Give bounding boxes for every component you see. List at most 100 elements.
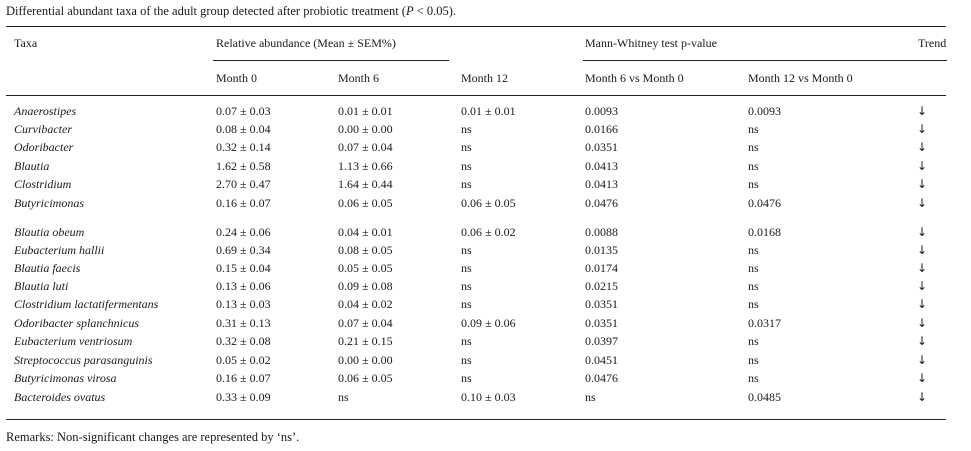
pvalue-12-vs-0-cell: ns [748,353,759,367]
top-rule [6,26,946,28]
pvalue-12-vs-0-cell: ns [748,159,759,173]
month-0-cell: 1.62 ± 0.58 [216,159,271,173]
taxa-cell: Anaerostipes [14,104,77,118]
month-12-cell: ns [461,177,472,191]
pvalue-12-vs-0-cell: ns [748,243,759,257]
header-month-0: Month 0 [216,71,258,85]
month-12-cell: ns [461,279,472,293]
trend-down-arrow-icon: ↓ [917,334,928,348]
header-relative-abundance: Relative abundance (Mean ± SEM%) [216,36,396,50]
trend-down-arrow-icon: ↓ [917,353,928,367]
pvalue-6-vs-0-cell: 0.0451 [585,353,618,367]
trend-down-arrow-icon: ↓ [917,371,928,385]
pvalue-6-vs-0-cell: 0.0215 [585,279,618,293]
pvalue-6-vs-0-cell: 0.0166 [585,122,618,136]
month-0-cell: 0.16 ± 0.07 [216,371,271,385]
month-12-cell: 0.01 ± 0.01 [461,104,516,118]
pvalue-6-vs-0-cell: 0.0088 [585,225,618,239]
caption-p-symbol: P [405,4,414,18]
taxa-cell: Blautia luti [14,279,69,293]
month-12-cell: ns [461,334,472,348]
pvalue-6-vs-0-cell: 0.0135 [585,243,618,257]
header-taxa: Taxa [14,36,38,50]
pvalue-12-vs-0-cell: ns [748,297,759,311]
caption-tail: < 0.05). [413,4,457,18]
month-12-cell: ns [461,159,472,173]
pvalue-12-vs-0-cell: 0.0476 [748,196,781,210]
month-0-cell: 0.15 ± 0.04 [216,261,271,275]
month-0-cell: 0.32 ± 0.14 [216,140,271,154]
taxa-cell: Blautia obeum [14,225,85,239]
month-12-cell: 0.09 ± 0.06 [461,316,516,330]
trend-down-arrow-icon: ↓ [917,243,928,257]
header-mann-whitney: Mann-Whitney test p-value [585,36,717,50]
trend-down-arrow-icon: ↓ [917,196,928,210]
header-month-6: Month 6 [338,71,380,85]
pvalue-12-vs-0-cell: ns [748,371,759,385]
month-12-cell: 0.10 ± 0.03 [461,390,516,404]
month-6-cell: 0.01 ± 0.01 [338,104,393,118]
pvalue-6-vs-0-cell: 0.0174 [585,261,618,275]
bottom-rule [6,419,946,421]
taxa-cell: Blautia [14,159,50,173]
pvalue-6-vs-0-cell: 0.0351 [585,297,618,311]
trend-down-arrow-icon: ↓ [917,225,928,239]
trend-down-arrow-icon: ↓ [917,140,928,154]
pvalue-12-vs-0-cell: 0.0485 [748,390,781,404]
trend-down-arrow-icon: ↓ [917,316,928,330]
taxa-cell: Butyricimonas [14,196,84,210]
month-6-cell: 0.00 ± 0.00 [338,353,393,367]
month-6-cell: 0.04 ± 0.01 [338,225,393,239]
month-12-cell: ns [461,353,472,367]
month-0-cell: 0.16 ± 0.07 [216,196,271,210]
month-0-cell: 2.70 ± 0.47 [216,177,271,191]
trend-down-arrow-icon: ↓ [917,297,928,311]
taxa-cell: Streptococcus parasanguinis [14,353,153,367]
pvalue-12-vs-0-cell: ns [748,334,759,348]
month-0-cell: 0.32 ± 0.08 [216,334,271,348]
trend-down-arrow-icon: ↓ [917,122,928,136]
month-0-cell: 0.05 ± 0.02 [216,353,271,367]
month-12-cell: ns [461,243,472,257]
pvalue-6-vs-0-cell: 0.0351 [585,140,618,154]
pvalue-12-vs-0-cell: 0.0168 [748,225,781,239]
taxa-cell: Curvibacter [14,122,72,136]
header-month-6-vs-0: Month 6 vs Month 0 [585,71,684,85]
taxa-cell: Clostridium [14,177,72,191]
month-6-cell: 0.07 ± 0.04 [338,316,393,330]
month-0-cell: 0.33 ± 0.09 [216,390,271,404]
header-rule [6,95,946,96]
month-0-cell: 0.31 ± 0.13 [216,316,271,330]
pvalue-12-vs-0-cell: 0.0093 [748,104,781,118]
month-12-cell: ns [461,297,472,311]
pvalue-12-vs-0-cell: ns [748,122,759,136]
month-6-cell: 0.08 ± 0.05 [338,243,393,257]
month-12-cell: ns [461,122,472,136]
month-12-cell: ns [461,261,472,275]
relative-abundance-rule [213,60,449,61]
month-6-cell: 0.06 ± 0.05 [338,196,393,210]
taxa-cell: Butyricimonas virosa [14,371,117,385]
pvalue-6-vs-0-cell: 0.0476 [585,371,618,385]
taxa-cell: Odoribacter [14,140,74,154]
month-12-cell: 0.06 ± 0.02 [461,225,516,239]
month-0-cell: 0.07 ± 0.03 [216,104,271,118]
taxa-cell: Blautia faecis [14,261,81,275]
pvalue-6-vs-0-cell: 0.0093 [585,104,618,118]
pvalue-12-vs-0-cell: 0.0317 [748,316,781,330]
month-12-cell: 0.06 ± 0.05 [461,196,516,210]
header-trend: Trend [918,36,947,50]
month-6-cell: 0.04 ± 0.02 [338,297,393,311]
month-12-cell: ns [461,140,472,154]
month-6-cell: 0.05 ± 0.05 [338,261,393,275]
pvalue-12-vs-0-cell: ns [748,261,759,275]
month-0-cell: 0.08 ± 0.04 [216,122,271,136]
trend-down-arrow-icon: ↓ [917,279,928,293]
pvalue-6-vs-0-cell: 0.0397 [585,334,618,348]
month-6-cell: 1.64 ± 0.44 [338,177,393,191]
trend-down-arrow-icon: ↓ [917,159,928,173]
month-6-cell: 0.21 ± 0.15 [338,334,393,348]
pvalue-6-vs-0-cell: ns [585,390,596,404]
pvalue-12-vs-0-cell: ns [748,177,759,191]
trend-down-arrow-icon: ↓ [917,177,928,191]
